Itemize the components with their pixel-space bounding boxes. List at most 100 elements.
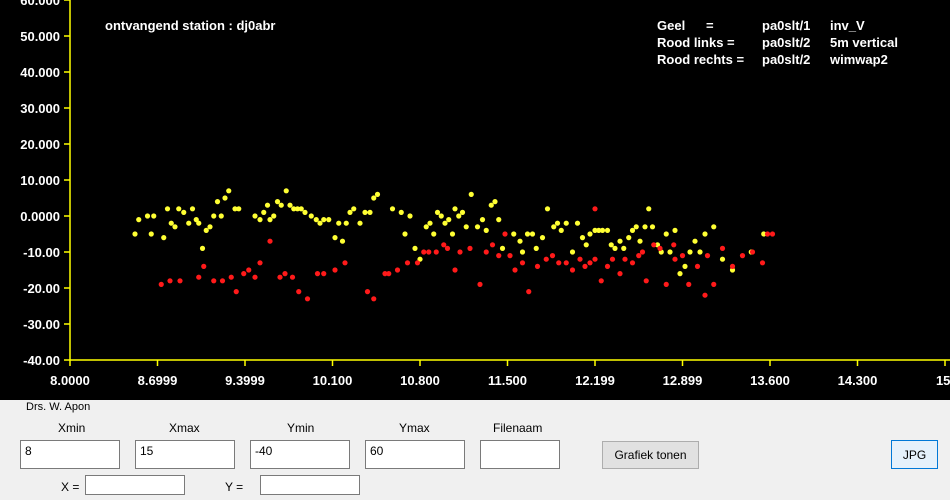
data-point bbox=[592, 256, 598, 262]
data-point bbox=[507, 253, 513, 259]
data-point bbox=[326, 217, 332, 223]
y-tick-label: 0.0000 bbox=[20, 209, 60, 224]
data-point bbox=[219, 278, 226, 284]
data-point bbox=[196, 220, 202, 226]
xmax-input[interactable]: 15 bbox=[135, 440, 235, 469]
x-tick-label: 11.500 bbox=[488, 373, 527, 388]
data-point bbox=[144, 213, 151, 219]
data-point bbox=[558, 227, 564, 233]
ymin-input[interactable]: -40 bbox=[250, 440, 350, 469]
legend-station: pa0slt/2 bbox=[762, 35, 810, 50]
data-point bbox=[246, 267, 252, 273]
xmin-label: Xmin bbox=[58, 421, 86, 435]
data-point bbox=[563, 220, 569, 226]
legend-antenna: inv_V bbox=[830, 18, 865, 33]
data-point bbox=[599, 227, 606, 233]
data-point bbox=[136, 217, 142, 223]
data-point bbox=[587, 260, 593, 266]
jpg-button[interactable]: JPG bbox=[891, 440, 938, 469]
data-point bbox=[587, 231, 593, 237]
data-point bbox=[636, 253, 642, 259]
data-point bbox=[321, 271, 327, 277]
data-point bbox=[389, 206, 396, 212]
y-tick-label: 50.000 bbox=[20, 29, 60, 44]
data-point bbox=[474, 224, 481, 230]
legend-name: Rood rechts = bbox=[657, 52, 744, 67]
data-point bbox=[211, 278, 217, 284]
data-point bbox=[569, 249, 576, 255]
x-coord-field[interactable] bbox=[85, 475, 185, 495]
data-point bbox=[529, 231, 536, 237]
data-point bbox=[711, 224, 717, 230]
data-point bbox=[739, 253, 746, 259]
data-point bbox=[637, 238, 643, 244]
data-point bbox=[336, 220, 342, 226]
data-point bbox=[176, 206, 182, 212]
y-coord-field[interactable] bbox=[260, 475, 360, 495]
data-point bbox=[702, 231, 708, 237]
data-point bbox=[414, 260, 421, 266]
data-point bbox=[729, 267, 736, 273]
data-point bbox=[554, 220, 561, 226]
data-point bbox=[719, 256, 726, 262]
data-point bbox=[267, 217, 273, 223]
ymax-input[interactable]: 60 bbox=[365, 440, 465, 469]
data-point bbox=[261, 209, 267, 215]
x-tick-label: 15. bbox=[936, 373, 950, 388]
data-point bbox=[492, 199, 498, 205]
data-point bbox=[479, 217, 486, 223]
data-point bbox=[177, 278, 183, 284]
data-point bbox=[677, 271, 683, 277]
data-point bbox=[287, 202, 293, 208]
y-tick-label: -20.00 bbox=[23, 281, 60, 296]
data-point bbox=[196, 274, 202, 280]
show-chart-button[interactable]: Grafiek tonen bbox=[602, 441, 699, 469]
data-point bbox=[283, 188, 289, 194]
data-point bbox=[332, 267, 338, 273]
data-point bbox=[438, 213, 444, 219]
y-tick-label: 40.000 bbox=[20, 65, 60, 80]
legend-antenna: wimwap2 bbox=[829, 52, 888, 67]
y-tick-label: 60.000 bbox=[20, 0, 60, 8]
data-point bbox=[617, 271, 623, 277]
chart-plot-area[interactable]: 60.000 50.000 40.000 30.000 20.000 10.000 0.00… bbox=[0, 0, 950, 400]
data-point bbox=[252, 213, 258, 219]
data-point bbox=[452, 206, 458, 212]
data-point bbox=[556, 260, 562, 266]
data-point bbox=[692, 238, 698, 244]
data-point bbox=[371, 195, 377, 201]
xmin-input[interactable]: 8 bbox=[20, 440, 120, 469]
ymin-label: Ymin bbox=[287, 421, 315, 435]
legend-name: Rood links = bbox=[657, 35, 735, 50]
data-point bbox=[218, 213, 224, 219]
data-point bbox=[282, 271, 288, 277]
x-tick-label: 8.0000 bbox=[50, 373, 90, 388]
data-point bbox=[386, 271, 392, 277]
data-point bbox=[468, 191, 474, 197]
data-point bbox=[729, 263, 736, 269]
data-point bbox=[257, 217, 263, 223]
filename-input[interactable] bbox=[480, 440, 560, 469]
data-point bbox=[477, 281, 483, 287]
data-point bbox=[371, 296, 377, 302]
data-point bbox=[496, 217, 502, 223]
data-point bbox=[622, 256, 628, 262]
data-point bbox=[667, 249, 673, 255]
legend-antenna: 5m vertical bbox=[830, 35, 898, 50]
data-point bbox=[651, 242, 657, 248]
data-point bbox=[398, 209, 404, 215]
data-point bbox=[457, 249, 463, 255]
author-label: Drs. W. Apon bbox=[26, 401, 91, 413]
data-point bbox=[351, 206, 357, 212]
data-points bbox=[132, 188, 776, 302]
data-point bbox=[483, 249, 489, 255]
x-tick-label: 8.6999 bbox=[138, 373, 178, 388]
data-point bbox=[574, 220, 581, 226]
data-point bbox=[434, 209, 441, 215]
data-point bbox=[267, 238, 273, 244]
data-point bbox=[467, 245, 473, 251]
data-point bbox=[517, 238, 523, 244]
data-point bbox=[769, 231, 776, 237]
filename-label: Filenaam bbox=[493, 421, 543, 435]
data-point bbox=[313, 217, 319, 223]
